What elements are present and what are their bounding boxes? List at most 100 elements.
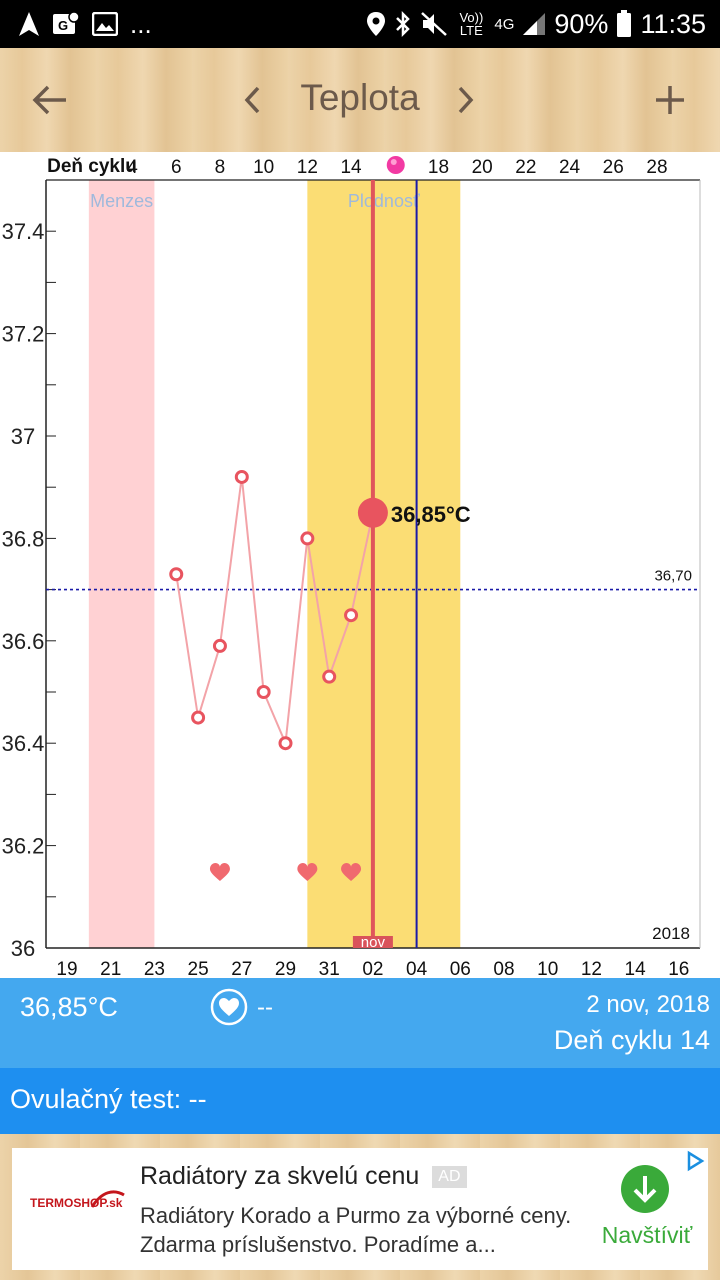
- ovulation-marker-highlight: [390, 159, 397, 165]
- date-tick-label: 04: [406, 959, 428, 978]
- y-tick-label: 36: [11, 936, 35, 961]
- cycle-day-tick-label: 20: [472, 157, 493, 178]
- intercourse-heart-icon: [297, 863, 318, 881]
- temperature-line: [175, 476, 374, 748]
- intercourse-heart-icon: [209, 863, 230, 881]
- plus-icon: [656, 86, 684, 114]
- arrow-left-icon: [32, 85, 66, 115]
- location-icon: [367, 12, 386, 36]
- phase-band: [307, 180, 461, 948]
- date-tick-label: 31: [319, 959, 340, 978]
- phase-band: [88, 180, 155, 948]
- cover-line-label: 36,70: [654, 568, 692, 585]
- selected-date: 2 nov, 2018: [586, 991, 710, 1018]
- navigation-icon: [19, 12, 39, 36]
- y-tick-label: 36.6: [2, 629, 45, 654]
- date-tick-label: 25: [188, 959, 209, 978]
- temperature-point[interactable]: [278, 736, 293, 751]
- cycle-day-tick-label: 12: [297, 157, 318, 178]
- month-marker: [352, 936, 393, 948]
- ad-banner[interactable]: TERMOSHOP.sk Radiátory za skvelú cenu AD…: [12, 1148, 708, 1270]
- app-bar: [0, 48, 720, 152]
- selected-value-label: 36,85°C: [391, 502, 471, 527]
- temperature-point[interactable]: [212, 638, 227, 653]
- volte-indicator: Vo)) LTE: [459, 10, 484, 38]
- temperature-point[interactable]: [300, 531, 315, 546]
- bluetooth-icon: [396, 10, 411, 38]
- selected-day-info[interactable]: 36,85°C -- 2 nov, 2018 Deň cyklu 14: [0, 978, 720, 1068]
- ad-title: Radiátory za skvelú cenu AD: [140, 1162, 467, 1191]
- temperature-point[interactable]: [322, 669, 337, 684]
- svg-text:G: G: [58, 18, 68, 33]
- temperature-point[interactable]: [169, 567, 184, 582]
- y-tick-label: 36.8: [2, 526, 45, 551]
- date-tick-label: 14: [625, 959, 647, 978]
- x-axis-top-label: Deň cyklu: [47, 156, 137, 177]
- cycle-day-tick-label: 4: [127, 157, 138, 178]
- add-button[interactable]: [640, 70, 700, 130]
- date-tick-label: 02: [362, 959, 383, 978]
- battery-percent: 90%: [554, 8, 609, 39]
- ovulation-test-text: Ovulačný test: --: [10, 1084, 207, 1114]
- cycle-day-tick-label: 6: [171, 157, 182, 178]
- temperature-point[interactable]: [234, 469, 249, 484]
- logo-swoosh-icon: [90, 1190, 125, 1208]
- more-notifications: ...: [130, 9, 152, 39]
- temperature-chart[interactable]: Menzes Plodnosť 37.4 37.2 37 36.8 36.6 36.4 36.2…: [0, 152, 720, 980]
- gallery-icon: [92, 12, 118, 36]
- y-tick-label: 37.4: [2, 219, 45, 244]
- date-tick-label: 08: [493, 959, 514, 978]
- cycle-day-tick-label: 18: [428, 157, 449, 178]
- cycle-day-label: Deň cyklu 14: [553, 1025, 710, 1055]
- download-arrow-icon: [621, 1165, 669, 1213]
- network-type: 4G: [494, 15, 515, 33]
- intercourse-heart-icon: [341, 863, 362, 881]
- y-tick-label: 37.2: [2, 322, 45, 347]
- date-tick-label: 29: [275, 959, 296, 978]
- cycle-day-tick-label: 14: [340, 157, 362, 178]
- date-tick-label: 19: [56, 959, 77, 978]
- y-tick-label: 36.4: [2, 731, 45, 756]
- signal-icon: [523, 13, 546, 35]
- ad-badge: AD: [432, 1166, 467, 1188]
- phase-band-label: Menzes: [90, 191, 153, 211]
- battery-icon: [617, 10, 632, 37]
- chevron-right-icon: [458, 86, 474, 114]
- ad-logo: TERMOSHOP.sk: [30, 1190, 140, 1226]
- maps-icon: G: [53, 11, 80, 34]
- phase-band-label: Plodnosť: [348, 191, 420, 211]
- back-button[interactable]: [20, 70, 80, 130]
- cycle-day-tick-label: 24: [559, 157, 581, 178]
- cycle-day-tick-label: 26: [603, 157, 624, 178]
- page-title: Teplota: [300, 77, 420, 118]
- chevron-left-icon: [244, 86, 260, 114]
- date-tick-label: 12: [581, 959, 602, 978]
- cycle-day-tick-label: 22: [515, 157, 536, 178]
- ad-visit-button[interactable]: Navštíviť: [592, 1162, 702, 1262]
- selected-temperature-point[interactable]: [357, 497, 388, 528]
- date-tick-label: 06: [450, 959, 471, 978]
- date-tick-label: 16: [668, 959, 689, 978]
- date-tick-label: 23: [144, 959, 165, 978]
- cycle-day-tick-label: 28: [646, 157, 667, 178]
- mute-icon: [421, 12, 448, 36]
- ovulation-marker-icon: [386, 156, 405, 174]
- chart-area[interactable]: Menzes Plodnosť 37.4 37.2 37 36.8 36.6 36.4 36.2…: [0, 152, 720, 980]
- temperature-point[interactable]: [191, 710, 206, 725]
- date-tick-label: 27: [231, 959, 252, 978]
- previous-cycle-button[interactable]: [222, 70, 282, 130]
- heart-circle-icon[interactable]: [209, 987, 249, 1027]
- temperature-point[interactable]: [256, 685, 271, 699]
- ad-choices-icon[interactable]: [684, 1150, 706, 1172]
- cycle-day-tick-label: 10: [253, 157, 274, 178]
- cycle-day-tick-label: 8: [215, 157, 226, 178]
- date-tick-label: 10: [537, 959, 558, 978]
- next-cycle-button[interactable]: [436, 70, 496, 130]
- temperature-value: 36,85°C: [20, 992, 118, 1022]
- ad-cta-label: Navštíviť: [601, 1222, 693, 1248]
- temperature-point[interactable]: [344, 608, 359, 623]
- year-label: 2018: [652, 924, 690, 943]
- ovulation-test-bar[interactable]: Ovulačný test: --: [0, 1068, 720, 1134]
- ad-body: Radiátory Korado a Purmo za výborné ceny…: [140, 1203, 572, 1257]
- y-tick-label: 37: [11, 424, 35, 449]
